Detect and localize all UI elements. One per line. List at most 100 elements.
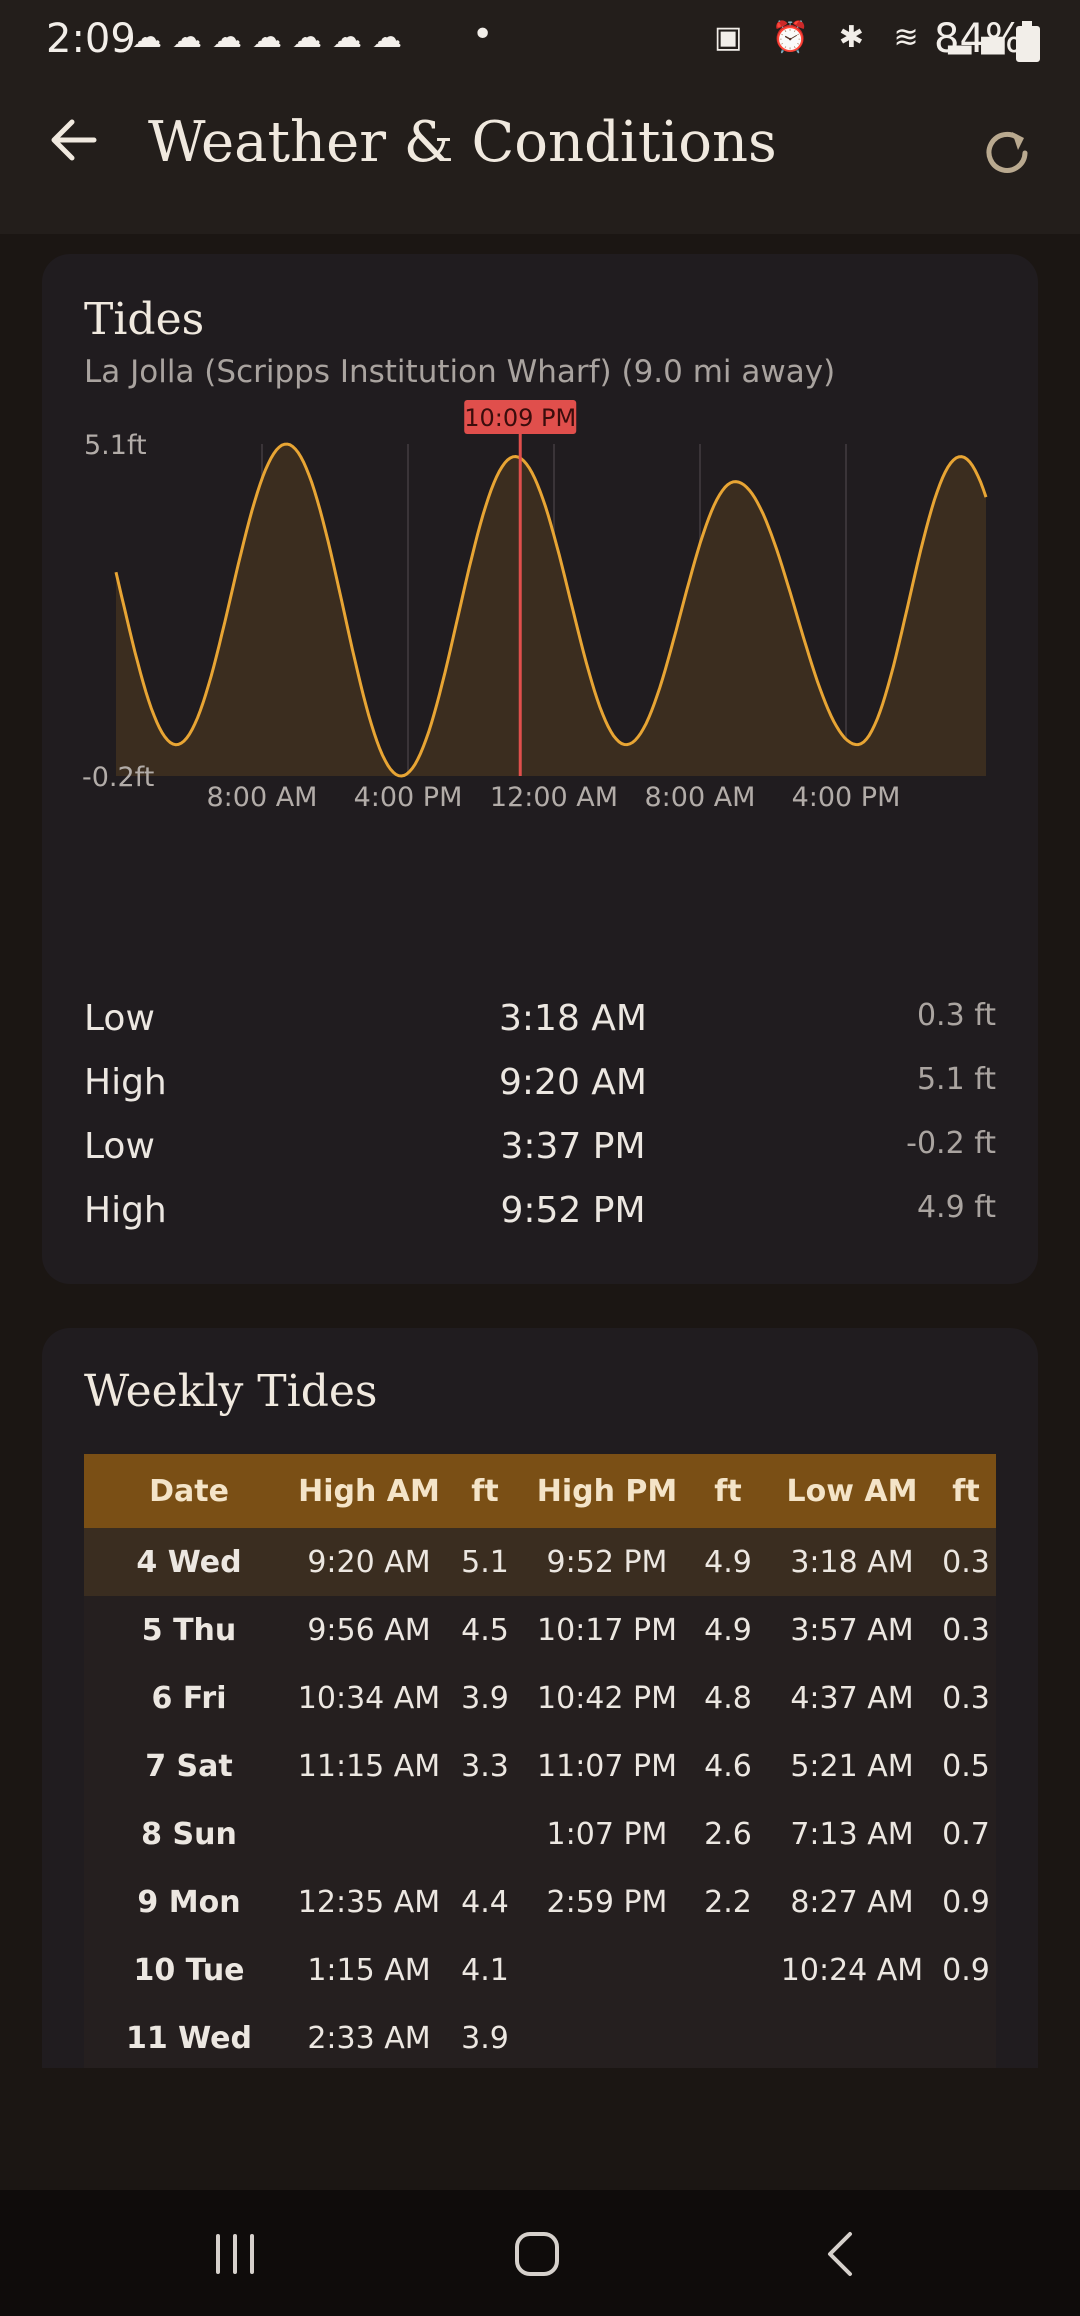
- table-cell: 4.4: [444, 1868, 526, 1936]
- column-header-ft: ft: [444, 1454, 526, 1528]
- system-icons: ▣ ⏰ ✱ ≋ ▂▄: [714, 20, 1015, 55]
- tides-title: Tides: [84, 294, 205, 345]
- current-time-label: 10:09 PM: [464, 404, 576, 432]
- table-cell: 10:34 AM: [294, 1664, 444, 1732]
- x-tick-label: 8:00 AM: [645, 782, 756, 813]
- column-header-high-am: High AM: [294, 1454, 444, 1528]
- table-cell: 0.7: [936, 1800, 996, 1868]
- table-cell: 9:20 AM: [294, 1528, 444, 1596]
- table-header-row: Date High AM ft High PM ft Low AM ft: [84, 1454, 996, 1528]
- column-header-ft: ft: [688, 1454, 768, 1528]
- table-cell: 3.3: [444, 1732, 526, 1800]
- notification-icons: ☁☁☁☁☁☁☁: [132, 20, 412, 55]
- current-time-badge: [464, 400, 577, 434]
- table-cell: 9:52 PM: [526, 1528, 688, 1596]
- table-cell: 12:35 AM: [294, 1868, 444, 1936]
- table-cell: [526, 1936, 688, 2004]
- tide-event-type: High: [84, 1062, 167, 1103]
- table-cell: 5 Thu: [84, 1596, 294, 1664]
- tide-event-type: Low: [84, 1126, 155, 1167]
- table-row: 4 Wed 9:20 AM 5.1 9:52 PM 4.9 3:18 AM 0.…: [84, 1528, 996, 1596]
- page-background: [0, 2068, 1080, 2190]
- table-cell: 2.2: [688, 1868, 768, 1936]
- weekly-tides-table: Date High AM ft High PM ft Low AM ft 4 W…: [84, 1454, 996, 2068]
- x-tick-label: 4:00 PM: [354, 782, 463, 813]
- tide-event-height: -0.2 ft: [906, 1126, 996, 1161]
- y-axis-max-label: 5.1ft: [84, 430, 147, 461]
- system-navigation-bar: [0, 2190, 1080, 2316]
- table-cell: 3.9: [444, 2004, 526, 2068]
- table-row: 11 Wed 2:33 AM 3.9: [84, 2004, 996, 2068]
- x-tick-label: 4:00 PM: [792, 782, 901, 813]
- tide-event-row: Low 3:18 AM 0.3 ft: [84, 990, 996, 1054]
- status-time: 2:09: [46, 16, 136, 62]
- back-nav-icon[interactable]: [806, 2222, 876, 2286]
- table-row: 9 Mon 12:35 AM 4.4 2:59 PM 2.2 8:27 AM 0…: [84, 1868, 996, 1936]
- tide-event-time: 9:52 PM: [500, 1190, 646, 1231]
- table-cell: 0.9: [936, 1936, 996, 2004]
- table-cell: [688, 2004, 768, 2068]
- battery-icon: [1016, 21, 1040, 62]
- table-cell: 4.1: [444, 1936, 526, 2004]
- table-cell: [936, 2004, 996, 2068]
- table-cell: 2.6: [688, 1800, 768, 1868]
- table-row: 6 Fri 10:34 AM 3.9 10:42 PM 4.8 4:37 AM …: [84, 1664, 996, 1732]
- tide-event-time: 3:18 AM: [499, 998, 647, 1039]
- table-cell: 3.9: [444, 1664, 526, 1732]
- table-cell: [294, 1800, 444, 1868]
- column-header-date: Date: [84, 1454, 294, 1528]
- tide-events-list: Low 3:18 AM 0.3 ft High 9:20 AM 5.1 ft L…: [84, 990, 996, 1246]
- table-cell: 2:59 PM: [526, 1868, 688, 1936]
- column-header-low-am: Low AM: [768, 1454, 936, 1528]
- table-cell: 11 Wed: [84, 2004, 294, 2068]
- weekly-tides-card: Weekly Tides Date High AM ft High PM ft …: [42, 1328, 1038, 2068]
- tide-curve: [114, 442, 988, 778]
- recent-apps-icon[interactable]: [200, 2222, 270, 2286]
- battery-percent: 84%: [934, 16, 1023, 62]
- table-cell: [688, 1936, 768, 2004]
- table-cell: 4.9: [688, 1528, 768, 1596]
- table-cell: 4 Wed: [84, 1528, 294, 1596]
- tide-event-row: High 9:20 AM 5.1 ft: [84, 1054, 996, 1118]
- table-cell: [444, 1800, 526, 1868]
- table-cell: 0.3: [936, 1664, 996, 1732]
- tide-event-height: 5.1 ft: [916, 1062, 996, 1097]
- home-icon[interactable]: [502, 2222, 572, 2286]
- table-row: 8 Sun 1:07 PM 2.6 7:13 AM 0.7: [84, 1800, 996, 1868]
- table-cell: 10 Tue: [84, 1936, 294, 2004]
- column-header-high-pm: High PM: [526, 1454, 688, 1528]
- tide-area-fill: [116, 444, 986, 776]
- tide-event-row: Low 3:37 PM -0.2 ft: [84, 1118, 996, 1182]
- table-cell: 3:57 AM: [768, 1596, 936, 1664]
- table-cell: 3:18 AM: [768, 1528, 936, 1596]
- table-cell: 10:42 PM: [526, 1664, 688, 1732]
- table-cell: 10:24 AM: [768, 1936, 936, 2004]
- table-cell: 10:17 PM: [526, 1596, 688, 1664]
- table-cell: 0.3: [936, 1528, 996, 1596]
- status-bar: 2:09 ☁☁☁☁☁☁☁ • ▣ ⏰ ✱ ≋ ▂▄ 84%: [0, 0, 1080, 80]
- tide-event-height: 0.3 ft: [916, 998, 996, 1033]
- y-axis-min-label: -0.2ft: [82, 762, 154, 793]
- tide-station-location: La Jolla (Scripps Institution Wharf) (9.…: [84, 354, 836, 390]
- table-cell: 8:27 AM: [768, 1868, 936, 1936]
- table-cell: 8 Sun: [84, 1800, 294, 1868]
- tide-event-row: High 9:52 PM 4.9 ft: [84, 1182, 996, 1246]
- table-cell: 1:07 PM: [526, 1800, 688, 1868]
- table-row: 7 Sat 11:15 AM 3.3 11:07 PM 4.6 5:21 AM …: [84, 1732, 996, 1800]
- table-cell: 9 Mon: [84, 1868, 294, 1936]
- tide-event-time: 9:20 AM: [499, 1062, 647, 1103]
- back-arrow-icon[interactable]: [44, 110, 104, 170]
- app-bar: Weather & Conditions: [0, 80, 1080, 234]
- table-cell: 4.9: [688, 1596, 768, 1664]
- weekly-tides-title: Weekly Tides: [84, 1366, 378, 1417]
- x-axis-ticks: 8:00 AM 4:00 PM 12:00 AM 8:00 AM 4:00 PM: [207, 782, 901, 813]
- table-cell: 6 Fri: [84, 1664, 294, 1732]
- tide-chart[interactable]: 10:09 PM 5.1ft -0.2ft 8:00 AM 4:00 PM 12:0…: [42, 398, 1038, 958]
- table-cell: 0.9: [936, 1868, 996, 1936]
- table-cell: 1:15 AM: [294, 1936, 444, 2004]
- table-cell: 7 Sat: [84, 1732, 294, 1800]
- refresh-icon[interactable]: [978, 124, 1036, 182]
- tide-event-height: 4.9 ft: [916, 1190, 996, 1225]
- table-cell: 4.8: [688, 1664, 768, 1732]
- x-tick-label: 8:00 AM: [207, 782, 318, 813]
